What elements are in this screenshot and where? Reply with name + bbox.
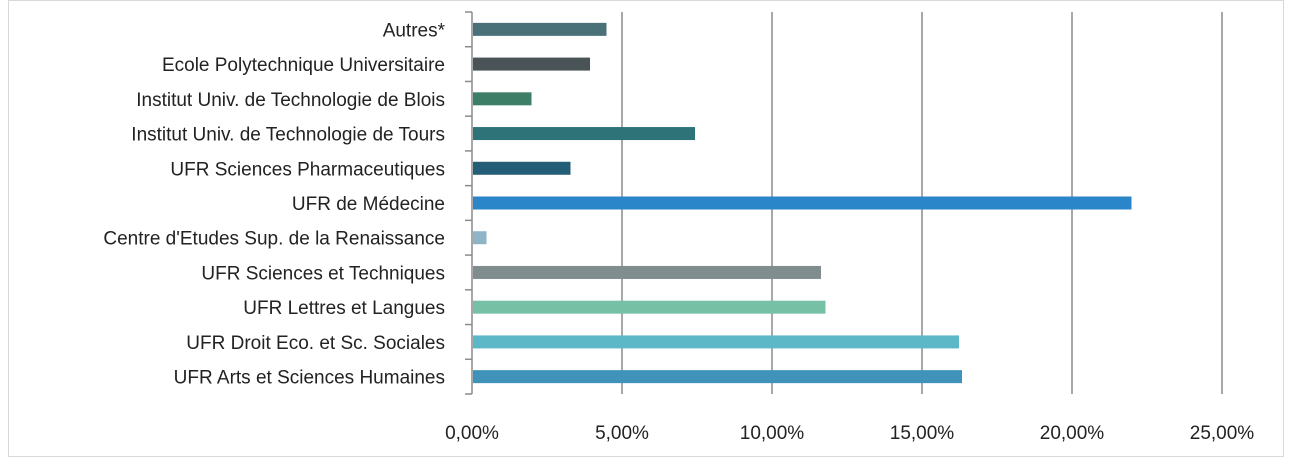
x-tick-label: 0,00% bbox=[445, 423, 499, 444]
category-label: Autres* bbox=[383, 20, 446, 41]
bar bbox=[473, 127, 695, 141]
x-tick-label: 15,00% bbox=[890, 423, 955, 444]
bar bbox=[473, 300, 826, 314]
axes bbox=[465, 11, 473, 395]
bar bbox=[473, 92, 532, 106]
x-tick-labels: 0,00% 5,00% 10,00% 15,00% 20,00% 25,00% bbox=[445, 423, 1254, 444]
category-label: Institut Univ. de Technologie de Tours bbox=[131, 125, 445, 146]
bar-chart: Autres* Ecole Polytechnique Universitaire… bbox=[103, 11, 1254, 444]
category-label: UFR de Médecine bbox=[292, 194, 445, 215]
bar bbox=[473, 335, 959, 349]
bar bbox=[473, 370, 962, 384]
category-label: UFR Lettres et Langues bbox=[243, 298, 445, 319]
category-label: UFR Arts et Sciences Humaines bbox=[174, 368, 445, 389]
bars bbox=[473, 22, 1132, 384]
x-tick-label: 20,00% bbox=[1040, 423, 1105, 444]
bar bbox=[473, 196, 1132, 210]
category-label: Institut Univ. de Technologie de Blois bbox=[136, 90, 445, 111]
category-label: UFR Sciences Pharmaceutiques bbox=[170, 159, 445, 180]
x-tick-label: 25,00% bbox=[1190, 423, 1255, 444]
x-tick-label: 5,00% bbox=[595, 423, 649, 444]
bar bbox=[473, 265, 821, 279]
bar bbox=[473, 161, 571, 175]
category-label: UFR Droit Eco. et Sc. Sociales bbox=[186, 333, 445, 354]
bar bbox=[473, 57, 590, 71]
chart-frame: Autres* Ecole Polytechnique Universitaire… bbox=[8, 0, 1284, 457]
bar bbox=[473, 22, 607, 36]
bar bbox=[473, 231, 487, 245]
category-label: UFR Sciences et Techniques bbox=[201, 263, 445, 284]
x-tick-label: 10,00% bbox=[740, 423, 805, 444]
category-label: Centre d'Etudes Sup. de la Renaissance bbox=[103, 229, 445, 250]
category-label: Ecole Polytechnique Universitaire bbox=[162, 55, 445, 76]
category-labels: Autres* Ecole Polytechnique Universitaire… bbox=[103, 20, 445, 388]
